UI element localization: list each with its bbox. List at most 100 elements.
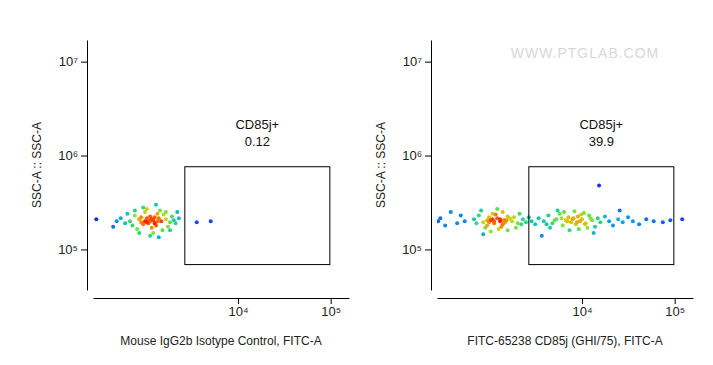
event <box>166 225 170 229</box>
event <box>618 208 622 212</box>
event <box>568 228 572 232</box>
gate <box>185 167 330 265</box>
event <box>592 231 596 235</box>
x-tick-label: 10⁴ <box>228 304 248 319</box>
event <box>585 226 589 230</box>
event <box>143 219 147 223</box>
event <box>589 216 593 220</box>
event <box>501 210 505 214</box>
event <box>560 216 564 220</box>
event <box>611 223 615 227</box>
x-axis-title: Mouse IgG2b Isotype Control, FITC-A <box>120 334 321 348</box>
event <box>644 217 648 221</box>
event <box>141 205 145 209</box>
x-tick-label: 10⁵ <box>321 304 341 319</box>
event <box>572 209 576 213</box>
event <box>175 210 179 214</box>
event <box>616 217 620 221</box>
event <box>561 223 565 227</box>
event <box>472 217 476 221</box>
event <box>489 230 493 234</box>
event <box>494 213 498 217</box>
event <box>459 213 463 217</box>
event <box>177 216 181 220</box>
y-tick-mark <box>425 249 431 250</box>
event <box>571 217 575 221</box>
event <box>438 216 442 220</box>
event <box>540 234 544 238</box>
y-axis-title: SSC-A :: SSC-A <box>374 122 388 208</box>
y-tick-mark <box>425 156 431 157</box>
event <box>168 220 172 224</box>
event <box>160 228 164 232</box>
y-tick: 10⁵ <box>58 242 87 257</box>
x-axis-line <box>94 298 350 299</box>
event <box>546 213 550 217</box>
y-tick-label: 10⁵ <box>58 242 78 257</box>
event <box>495 207 499 211</box>
x-axis-title: FITC-65238 CD85j (GHI/75), FITC-A <box>467 334 662 348</box>
y-tick-label: 10⁷ <box>403 54 422 69</box>
x-axis: 10⁴ 10⁵ <box>438 298 694 319</box>
gate-percent: 39.9 <box>589 134 614 149</box>
event <box>209 219 213 223</box>
event <box>479 208 483 212</box>
event <box>137 231 141 235</box>
event <box>565 219 569 223</box>
event <box>593 225 597 229</box>
panel: 10⁴ 10⁵ 10⁵ 10⁶ 10⁷ Mouse IgG2b Isotype Contr… <box>30 41 350 349</box>
event <box>477 213 481 217</box>
event <box>148 234 152 238</box>
event <box>542 219 546 223</box>
y-tick-label: 10⁶ <box>402 148 422 163</box>
event <box>130 223 134 227</box>
event <box>443 223 447 227</box>
event <box>502 218 506 222</box>
event <box>621 220 625 224</box>
event <box>111 225 115 229</box>
event <box>680 217 684 221</box>
event <box>506 228 510 232</box>
y-tick-mark <box>425 62 431 63</box>
event <box>153 221 157 225</box>
event <box>158 208 162 212</box>
x-tick-label: 10⁵ <box>665 304 685 319</box>
event <box>150 217 154 221</box>
event <box>123 221 127 225</box>
event <box>553 218 557 222</box>
event <box>143 210 147 214</box>
figure: 10⁴ 10⁵ 10⁵ 10⁶ 10⁷ Mouse IgG2b Isotype Contr… <box>0 0 713 365</box>
event <box>119 216 123 220</box>
y-tick-label: 10⁷ <box>59 54 78 69</box>
event <box>514 226 518 230</box>
x-tick: 10⁴ <box>572 298 592 319</box>
event <box>481 232 485 236</box>
y-axis-line <box>431 41 432 291</box>
y-tick: 10⁶ <box>402 148 431 163</box>
event <box>558 212 562 216</box>
event <box>516 221 520 225</box>
x-tick-mark <box>331 298 332 304</box>
gate-label: CD85j+ <box>579 117 623 132</box>
event <box>598 220 602 224</box>
event <box>545 222 549 226</box>
event <box>481 220 485 224</box>
x-axis: 10⁴ 10⁵ <box>94 298 350 319</box>
event <box>533 222 537 226</box>
event <box>508 216 512 220</box>
event <box>133 208 137 212</box>
event <box>562 210 566 214</box>
y-axis-title: SSC-A :: SSC-A <box>30 122 44 208</box>
y-tick-label: 10⁵ <box>402 242 422 257</box>
y-tick: 10⁶ <box>58 148 87 163</box>
x-tick-mark <box>675 298 676 304</box>
event <box>548 226 552 230</box>
event <box>154 203 158 207</box>
event <box>128 219 132 223</box>
event <box>575 220 579 224</box>
event <box>518 212 522 216</box>
event <box>195 220 199 224</box>
panel: 10⁴ 10⁵ 10⁵ 10⁶ 10⁷ FITC-65238 CD85j (GHI/75)… <box>374 41 694 349</box>
x-tick-label: 10⁴ <box>572 304 592 319</box>
event <box>566 215 570 219</box>
